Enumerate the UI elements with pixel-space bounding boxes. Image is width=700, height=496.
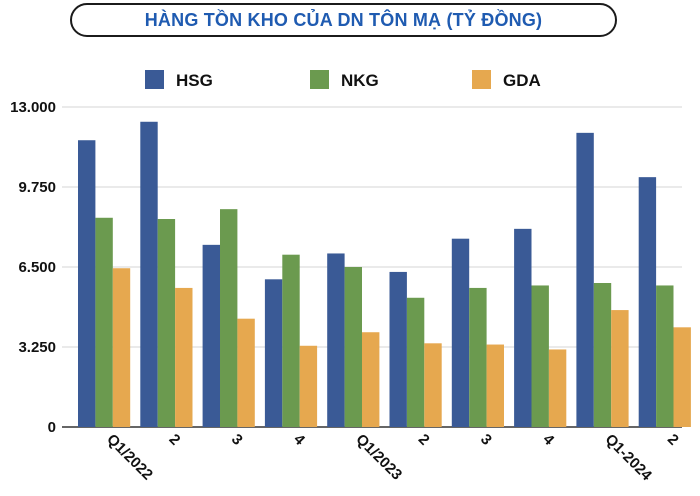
bar-nkg [220,209,238,427]
bar-gda [486,344,504,427]
legend-label-nkg: NKG [341,71,379,90]
bar-hsg [514,228,532,427]
y-tick-label: 13.000 [10,99,56,116]
bar-hsg [78,140,96,427]
x-category-label: 2 [415,431,433,449]
legend-label-gda: GDA [503,71,541,90]
bar-hsg [202,244,220,427]
bar-gda [611,310,629,427]
x-category-label: 2 [166,431,184,449]
bar-hsg [389,271,407,427]
legend-swatch-hsg [145,70,164,89]
chart-title: HÀNG TỒN KHO CỦA DN TÔN MẠ (TỶ ĐỒNG) [70,3,617,37]
bar-nkg [282,254,300,427]
bar-nkg [344,267,362,427]
bar-hsg [264,279,283,427]
y-tick-label: 0 [48,419,56,436]
bar-gda [673,327,691,427]
y-tick-label: 9.750 [18,179,56,196]
x-category-label: Q1/2023 [352,431,405,484]
x-category-label: 3 [477,431,495,449]
bar-gda [362,332,380,427]
bar-gda [424,343,442,427]
x-category-label: 4 [539,431,557,449]
bar-hsg [140,121,158,428]
bar-nkg [531,285,549,427]
bar-nkg [469,287,487,427]
bar-gda [237,318,255,427]
bar-hsg [451,238,470,427]
x-category-label: 2 [664,431,682,449]
x-category-label: 3 [228,431,246,449]
legend-swatch-nkg [310,70,329,89]
bar-gda [548,349,567,427]
bar-gda [175,287,193,427]
legend-swatch-gda [472,70,491,89]
bar-hsg [576,132,594,427]
legend-label-hsg: HSG [176,71,213,90]
bar-hsg [327,253,345,427]
bar-nkg [95,217,113,427]
bar-nkg [406,297,425,427]
y-tick-label: 3.250 [18,339,56,356]
bar-nkg [656,285,674,427]
x-category-label: Q1/2022 [103,431,156,484]
bar-nkg [157,219,176,427]
x-category-label: Q1-2024 [602,431,656,485]
y-tick-label: 6.500 [18,259,56,276]
bar-gda [112,268,131,427]
x-category-label: 4 [290,431,308,449]
bar-nkg [593,283,612,427]
bar-gda [299,345,318,427]
bar-hsg [638,177,657,427]
